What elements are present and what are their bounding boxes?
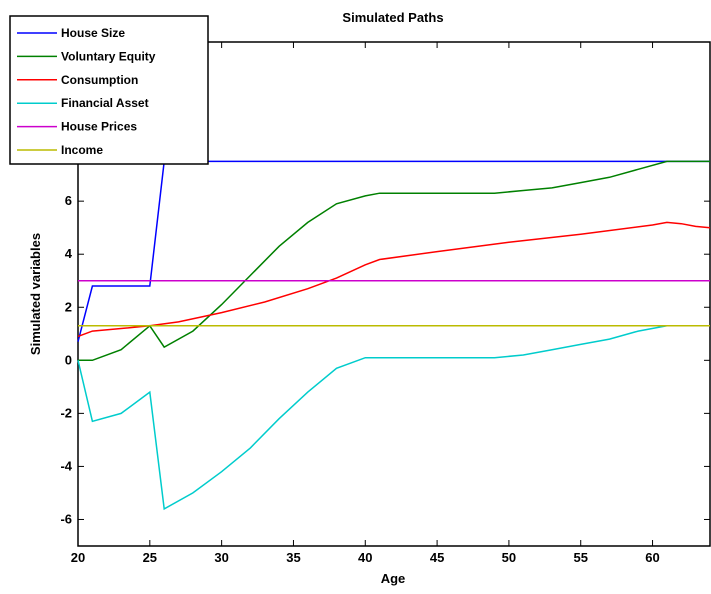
legend-label: Consumption [61, 73, 138, 87]
legend-label: Income [61, 143, 103, 157]
series-line-voluntary-equity [78, 160, 710, 362]
y-tick-label: 0 [65, 352, 72, 367]
y-tick-label: -2 [60, 405, 72, 420]
series-line-financial-asset [77, 325, 710, 511]
y-axis-title: Simulated variables [28, 233, 43, 355]
x-tick-label: 20 [71, 550, 85, 565]
series-line-house-size [77, 160, 710, 342]
legend-label: House Size [61, 26, 125, 40]
chart-title: Simulated Paths [342, 10, 443, 25]
legend-label: Financial Asset [61, 96, 149, 110]
x-tick-label: 50 [502, 550, 516, 565]
legend-box [9, 15, 209, 165]
legend: House Size Voluntary Equity Consumption Fin… [9, 15, 209, 165]
y-tick-label: -6 [60, 511, 72, 526]
x-tick-label: 60 [645, 550, 659, 565]
x-tick-label: 45 [430, 550, 444, 565]
x-tick-label: 55 [573, 550, 587, 565]
y-tick-label: -4 [60, 458, 72, 473]
y-tick-label: 6 [65, 193, 72, 208]
legend-label: Voluntary Equity [61, 49, 156, 63]
x-axis-title: Age [381, 571, 406, 586]
legend-label: House Prices [61, 120, 137, 134]
x-tick-label: 40 [358, 550, 372, 565]
x-tick-label: 35 [286, 550, 300, 565]
y-tick-label: 2 [65, 299, 72, 314]
y-tick-label: 4 [65, 246, 73, 261]
x-tick-label: 25 [143, 550, 157, 565]
x-tick-label: 30 [214, 550, 228, 565]
